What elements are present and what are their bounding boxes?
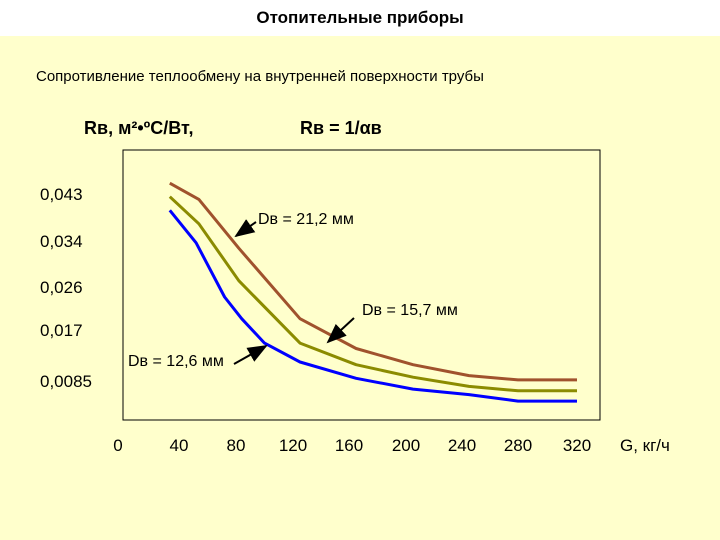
x-tick-label: 0 (113, 436, 122, 455)
x-tick-label: 200 (392, 436, 420, 455)
x-tick-label: 80 (227, 436, 246, 455)
annotation-d126: Dв = 12,6 мм (128, 353, 224, 370)
plot-frame (122, 149, 601, 421)
y-axis-label: Rв, м²•ºС/Вт, (84, 118, 194, 138)
series-line-2 (168, 209, 577, 403)
annotation-arrow-1 (326, 317, 355, 344)
annotation-arrow-0 (234, 219, 257, 238)
page-title: Отопительные приборы (0, 0, 720, 36)
x-tick-label: 280 (504, 436, 532, 455)
y-tick-label: 0,026 (40, 278, 83, 297)
y-tick-label: 0,0085 (40, 372, 92, 391)
x-tick-label: 240 (448, 436, 476, 455)
series-line-0 (169, 181, 577, 382)
series-line-1 (168, 195, 577, 393)
x-tick-label: 320 (563, 436, 591, 455)
x-tick-label: 40 (170, 436, 189, 455)
annotation-d157: Dв = 15,7 мм (362, 302, 458, 319)
x-axis-label: G, кг/ч (620, 436, 670, 455)
y-tick-label: 0,034 (40, 232, 83, 251)
y-tick-label: 0,017 (40, 321, 83, 340)
formula-label: Rв = 1/αв (300, 118, 382, 138)
chart-subtitle: Сопротивление теплообмену на внутренней … (36, 68, 484, 85)
x-tick-label: 160 (335, 436, 363, 455)
annotation-d212: Dв = 21,2 мм (258, 211, 354, 228)
x-tick-label: 120 (279, 436, 307, 455)
annotation-arrow-2 (233, 345, 268, 365)
y-tick-label: 0,043 (40, 185, 83, 204)
